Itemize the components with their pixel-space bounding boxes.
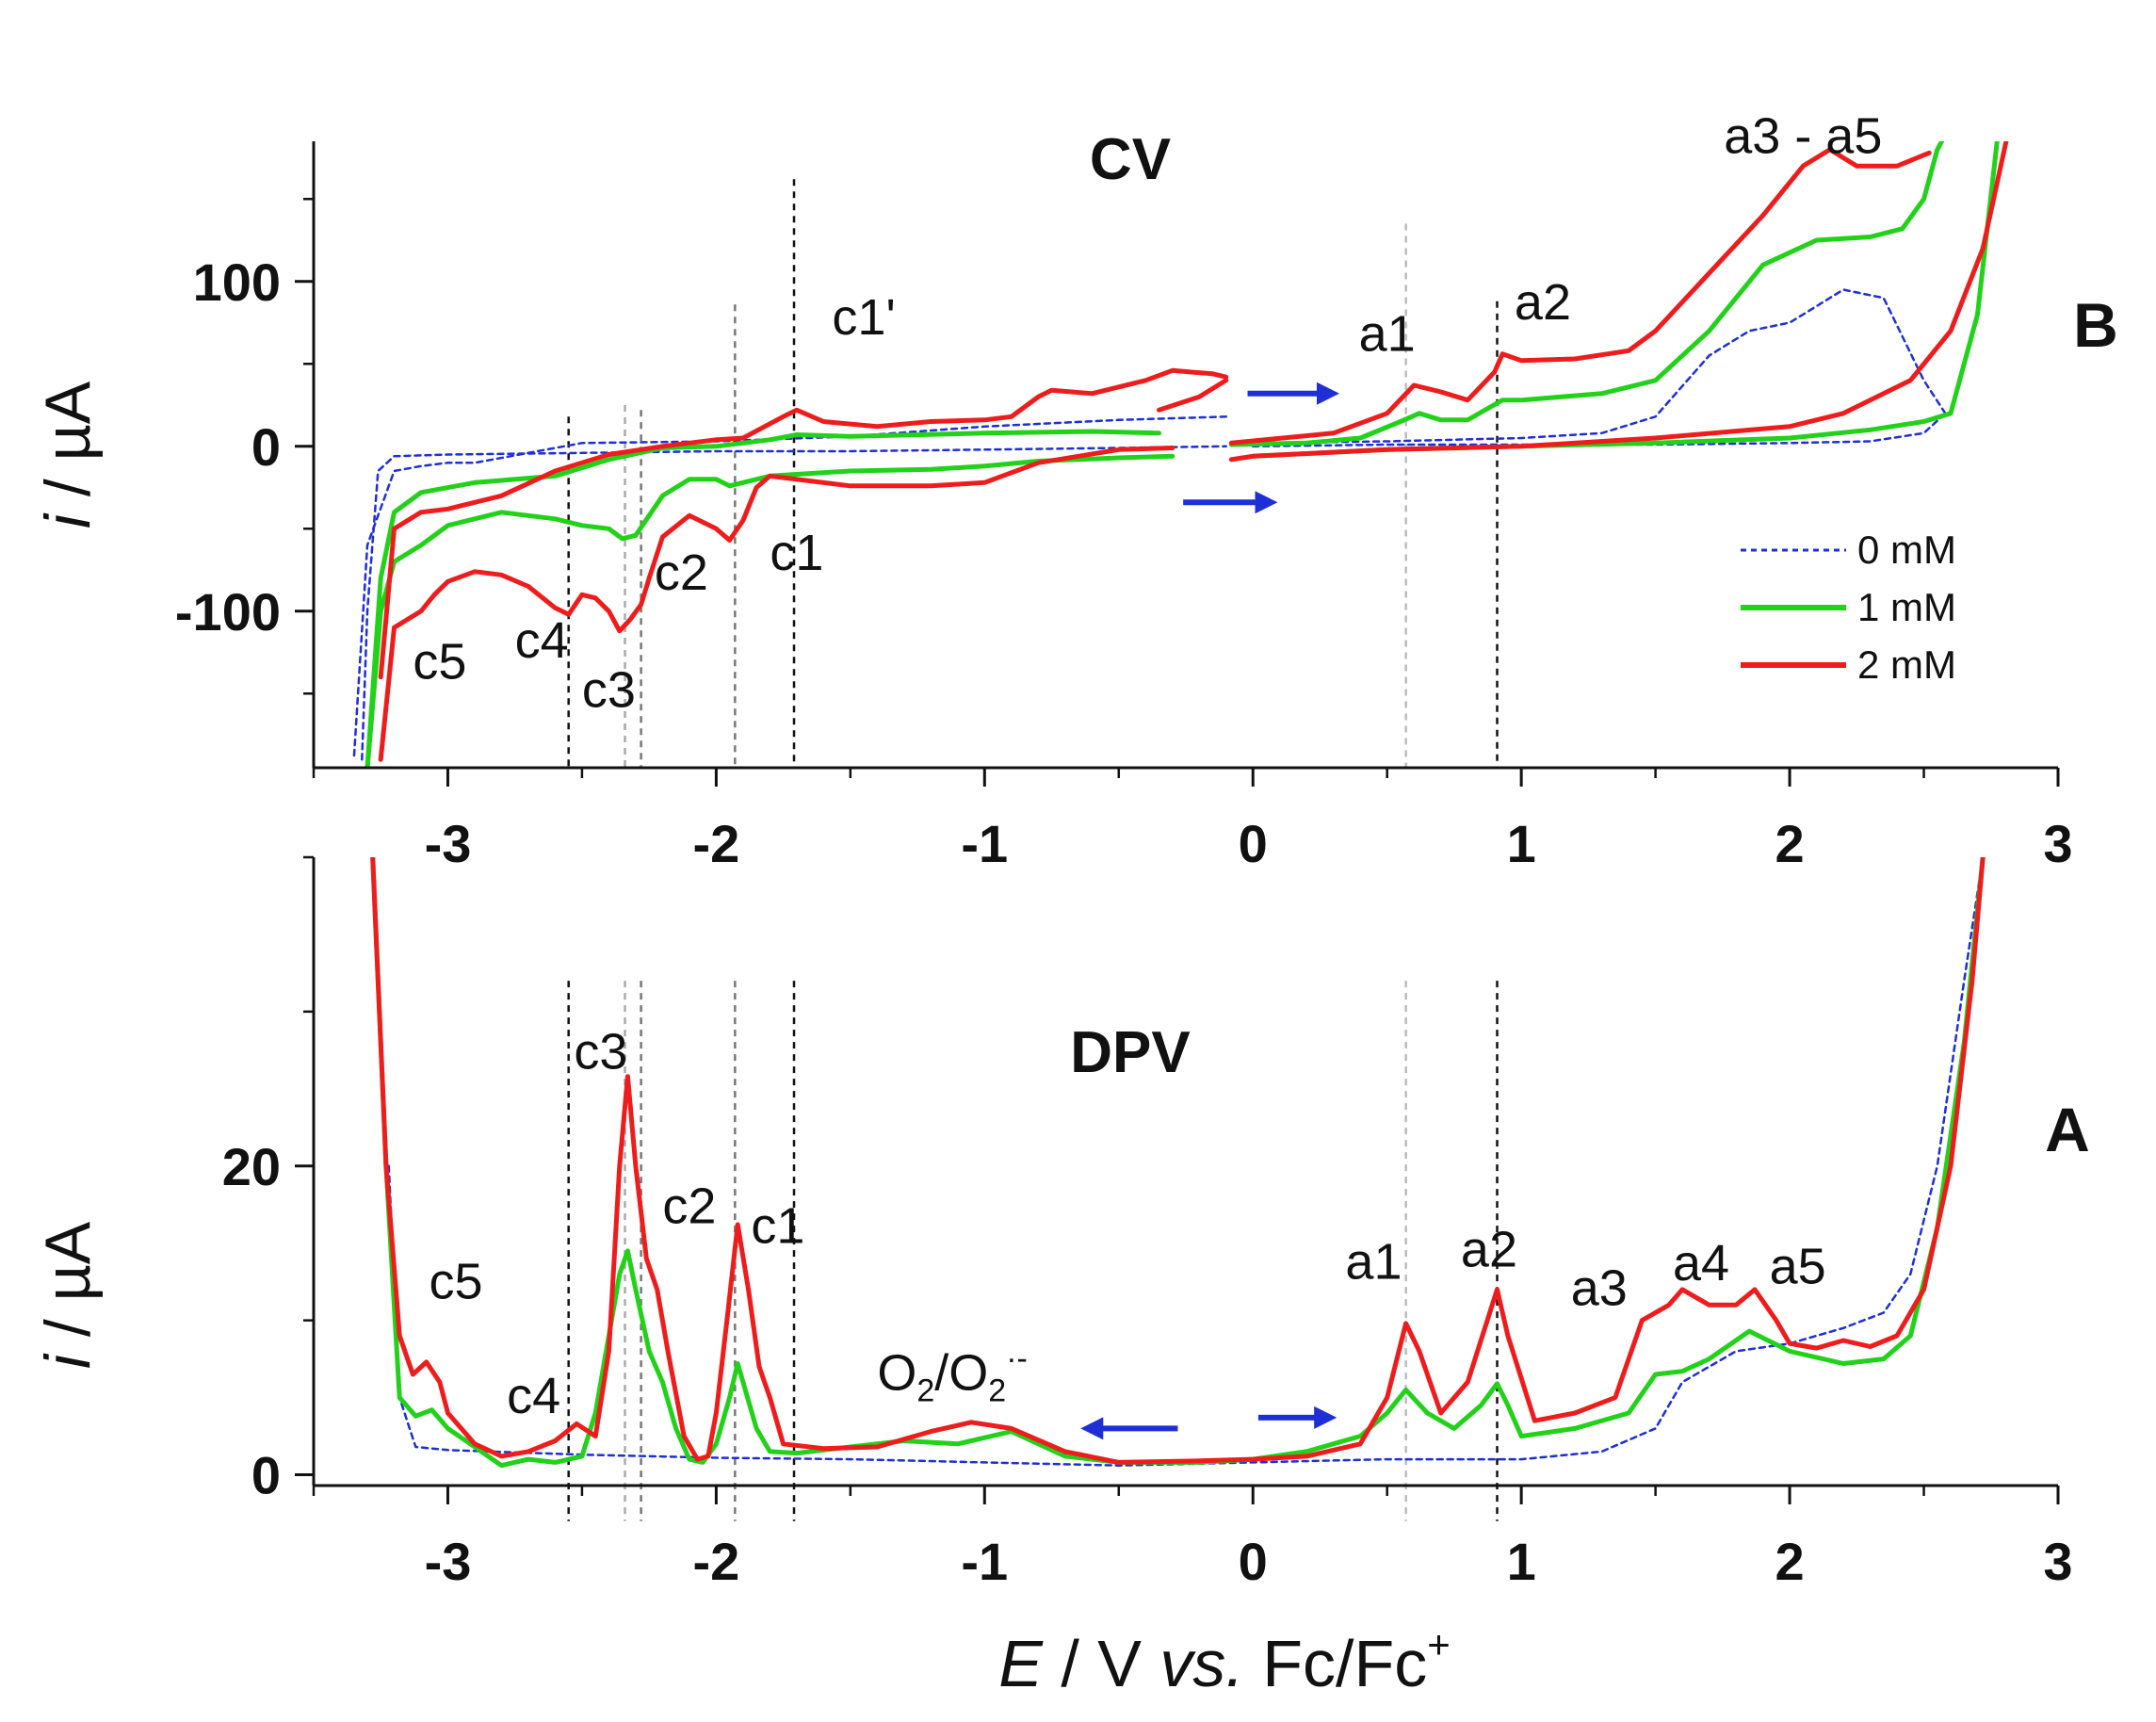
o2-base: O bbox=[877, 1344, 916, 1401]
dpv-annotation-c1: c1 bbox=[751, 1198, 804, 1255]
o2-mid: /O bbox=[934, 1344, 988, 1401]
cv-scan-arrows bbox=[1183, 382, 1340, 514]
cv-series-2mm-seg-0 bbox=[378, 446, 1175, 762]
cv-annotation-c5: c5 bbox=[413, 634, 466, 690]
dpv-annotation-a2: a2 bbox=[1461, 1221, 1517, 1277]
dpv-axes: -3 -2 -1 0 1 2 3 0 20 bbox=[222, 855, 2073, 1591]
legend-label-0mM: 0 mM bbox=[1857, 528, 1956, 572]
cv-x-tick-label-4: 1 bbox=[1507, 814, 1536, 873]
o2-superoxide-label: O2/O2·- bbox=[877, 1340, 1028, 1408]
cv-series-0mm-seg-0 bbox=[361, 445, 1227, 761]
cv-series-2mm-seg-3 bbox=[1228, 147, 1932, 446]
dpv-ylabel-symbol: i bbox=[32, 1353, 104, 1369]
dpv-x-tick-label-5: 2 bbox=[1775, 1532, 1804, 1591]
dpv-title: DPV bbox=[1070, 1020, 1190, 1085]
dpv-annotation-a4: a4 bbox=[1673, 1235, 1729, 1292]
cv-axes: -3 -2 -1 0 1 2 3 -100 0 100 bbox=[175, 141, 2073, 873]
dpv-annotation-c5: c5 bbox=[429, 1254, 482, 1310]
dpv-ylabel-unit: / µA bbox=[32, 1221, 104, 1355]
dpv-x-tick-label-4: 1 bbox=[1507, 1532, 1536, 1591]
cv-annotation-c1: c1' bbox=[832, 289, 895, 346]
cv-x-tick-label-0: -3 bbox=[425, 814, 472, 873]
cv-x-tick-label-2: -1 bbox=[961, 814, 1008, 873]
dpv-annotation-c3: c3 bbox=[574, 1024, 627, 1080]
cv-annotation-a3a5: a3 - a5 bbox=[1724, 107, 1882, 164]
cv-ylabel: i / µA bbox=[32, 381, 104, 528]
dpv-x-tick-label-1: -2 bbox=[692, 1532, 739, 1591]
cv-series-0mm-seg-3 bbox=[352, 415, 1227, 761]
cv-y-tick-label-1: 0 bbox=[251, 417, 281, 477]
dpv-x-tick-label-6: 3 bbox=[2043, 1532, 2072, 1591]
o2-sub1: 2 bbox=[916, 1373, 934, 1408]
xlabel-vs: vs. bbox=[1159, 1627, 1243, 1700]
cv-series-0mm-seg-2 bbox=[1251, 288, 1947, 445]
dpv-series-2mm-seg-0 bbox=[370, 857, 1986, 1465]
cv-legend: 0 mM 1 mM 2 mM bbox=[1741, 528, 1956, 687]
cv-annotation-c3: c3 bbox=[582, 661, 636, 718]
dpv-annotation-a1: a1 bbox=[1345, 1233, 1402, 1290]
cv-annotation-c1: c1 bbox=[770, 525, 823, 581]
cv-x-tick-label-5: 2 bbox=[1775, 814, 1804, 873]
cv-guide-lines bbox=[567, 179, 1499, 768]
cv-series-2mm-seg-2 bbox=[1157, 378, 1229, 413]
cv-y-tick-label-0: -100 bbox=[175, 582, 281, 642]
cv-y-tick-label-2: 100 bbox=[193, 252, 281, 312]
o2-sub2: 2 bbox=[988, 1373, 1006, 1408]
cv-title: CV bbox=[1090, 127, 1171, 192]
cv-series-1mm-seg-0 bbox=[365, 453, 1175, 768]
cv-annotation-a2: a2 bbox=[1515, 274, 1571, 331]
dpv-y-tick-label-0: 0 bbox=[251, 1446, 281, 1505]
dpv-x-tick-label-0: -3 bbox=[425, 1532, 472, 1591]
x-axis-label: E / V vs. Fc/Fc+ bbox=[998, 1622, 1451, 1700]
dpv-x-tick-label-3: 0 bbox=[1239, 1532, 1268, 1591]
o2-sup: ·- bbox=[1006, 1340, 1028, 1376]
cv-series-1mm-seg-2 bbox=[1228, 141, 1945, 447]
cv-x-tick-label-3: 0 bbox=[1239, 814, 1268, 873]
dpv-y-tick-label-1: 20 bbox=[222, 1137, 281, 1196]
xlabel-sup: + bbox=[1427, 1622, 1451, 1666]
dpv-series-group bbox=[370, 857, 1986, 1469]
dpv-annotation-a3: a3 bbox=[1571, 1259, 1628, 1316]
xlabel-tail: Fc/Fc bbox=[1244, 1627, 1427, 1700]
cv-series-1mm-seg-3 bbox=[1228, 141, 2000, 463]
dpv-scan-arrows bbox=[1080, 1405, 1337, 1440]
xlabel-mid: / V bbox=[1043, 1627, 1159, 1700]
cv-ylabel-unit: / µA bbox=[32, 381, 104, 514]
cv-series-2mm-seg-4 bbox=[1228, 141, 2009, 463]
dpv-series-0mm-seg-0 bbox=[387, 857, 1985, 1467]
cv-annotation-c4: c4 bbox=[515, 612, 569, 669]
dpv-annotations: c3 c2 c1 c5 c4 a1 a2 a3 a4 a5 bbox=[429, 1024, 1825, 1424]
legend-label-2mM: 2 mM bbox=[1857, 642, 1956, 687]
xlabel-e: E bbox=[998, 1627, 1044, 1700]
dpv-panel-letter: A bbox=[2045, 1095, 2090, 1164]
cv-ylabel-symbol: i bbox=[32, 512, 104, 528]
cv-annotation-c2: c2 bbox=[655, 544, 708, 601]
cv-series-0mm-seg-1 bbox=[1251, 412, 1947, 448]
dpv-panel: -3 -2 -1 0 1 2 3 0 20 c3 c2 c1 c5 c4 a1 a2 a3 a4 a5 DPV A… bbox=[32, 855, 2090, 1700]
dpv-annotation-c4: c4 bbox=[507, 1368, 560, 1424]
cv-annotation-a1: a1 bbox=[1359, 305, 1416, 362]
cv-panel-letter: B bbox=[2073, 290, 2118, 360]
dpv-series-1mm-seg-0 bbox=[370, 857, 1986, 1469]
dpv-annotation-a5: a5 bbox=[1770, 1238, 1826, 1294]
cv-series-2mm-seg-1 bbox=[378, 367, 1229, 680]
cv-series-group bbox=[352, 141, 2009, 768]
cv-x-tick-label-1: -2 bbox=[692, 814, 739, 873]
dpv-x-tick-label-2: -1 bbox=[961, 1532, 1008, 1591]
dpv-annotation-c2: c2 bbox=[662, 1178, 716, 1234]
dpv-ylabel: i / µA bbox=[32, 1221, 104, 1369]
legend-label-1mM: 1 mM bbox=[1857, 585, 1956, 629]
cv-x-tick-label-6: 3 bbox=[2043, 814, 2072, 873]
